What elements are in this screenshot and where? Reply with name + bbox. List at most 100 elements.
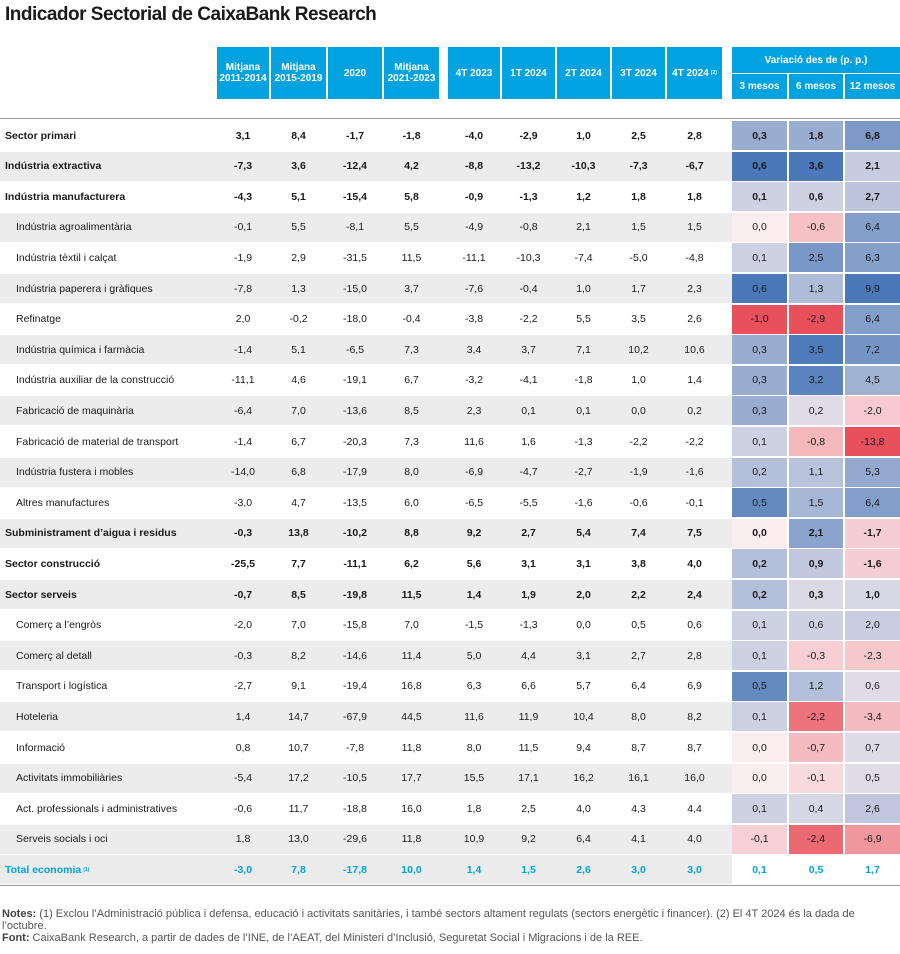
value-cell: -0,8 xyxy=(519,221,538,234)
sector-label-text: Indústria paperera i gràfiques xyxy=(16,282,153,295)
value-cell: 6,0 xyxy=(404,496,419,509)
value-cell: -3,0 xyxy=(233,863,253,876)
table-row: Indústria paperera i gràfiques -7,8 1,3 -15… xyxy=(0,274,732,303)
value-cell: 3,1 xyxy=(521,557,536,570)
value-cell: -11,1 xyxy=(231,374,255,387)
sector-label: Hoteleria xyxy=(16,702,58,731)
variation-cell: -0,6 xyxy=(789,212,843,242)
sector-label-text: Sector serveis xyxy=(5,588,77,601)
value-cell: 8,2 xyxy=(687,710,702,723)
table-row: Fabricació de maquinària -6,4 7,0 -13,6 8,5 2… xyxy=(0,396,732,426)
value-cell: 16,1 xyxy=(628,772,649,785)
value-cell: -1,9 xyxy=(233,251,253,264)
table-row: Indústria auxiliar de la construcció -11,… xyxy=(0,366,732,395)
value-cell: -13,2 xyxy=(516,160,541,173)
variation-cell: -3,4 xyxy=(845,702,900,732)
value-cell: 11,5 xyxy=(518,741,539,754)
variation-cell: 0,6 xyxy=(845,671,900,701)
value-cell: -3,0 xyxy=(233,496,253,509)
value-cell: 15,5 xyxy=(463,772,485,785)
variation-cell: 0,1 xyxy=(732,702,787,732)
value-cell: 17,7 xyxy=(401,772,422,785)
variation-cell: -13,8 xyxy=(845,427,900,456)
value-cell: -4,3 xyxy=(233,190,253,203)
value-cell: 1,4 xyxy=(687,374,702,387)
value-cell: -0,4 xyxy=(519,282,538,295)
value-cell: 6,3 xyxy=(466,680,482,693)
value-cell: 44,5 xyxy=(401,710,422,723)
variation-cell: 6,4 xyxy=(845,488,900,518)
value-cell: -1,9 xyxy=(629,466,648,479)
value-cell: 7,0 xyxy=(291,619,306,632)
sector-label: Comerç al detall xyxy=(16,641,92,670)
variation-cell: 2,5 xyxy=(789,243,843,273)
value-cell: 3,1 xyxy=(235,129,251,142)
sector-label: Indústria paperera i gràfiques xyxy=(16,274,153,303)
value-cell: 0,1 xyxy=(576,404,591,417)
sector-label-text: Hoteleria xyxy=(16,710,59,723)
value-cell: 5,1 xyxy=(291,190,306,203)
table-row: Indústria fustera i mobles -14,0 6,8 -17,9 8… xyxy=(0,457,732,487)
source-label: Font: xyxy=(2,932,30,944)
total-row: Total economia (1) -3,0 7,8 -17,8 10,0 1,4 1,5 2… xyxy=(0,855,732,885)
sector-label-text: Sector construcció xyxy=(5,557,101,570)
value-cell: 0,5 xyxy=(631,619,646,632)
value-cell: 6,9 xyxy=(687,680,702,693)
value-cell: -19,4 xyxy=(343,680,367,693)
sector-label: Sector primari xyxy=(5,121,76,150)
value-cell: 7,3 xyxy=(404,435,419,448)
value-cell: -5,0 xyxy=(629,251,648,264)
variation-cell: 0,1 xyxy=(732,641,787,671)
variation-cell: 0,3 xyxy=(732,121,787,150)
value-cell: 2,3 xyxy=(687,282,702,295)
variation-cell: 6,3 xyxy=(845,243,900,273)
sector-label: Refinatge xyxy=(16,305,61,334)
variation-cell: 1,5 xyxy=(789,488,843,518)
value-cell: -0,6 xyxy=(629,496,648,509)
value-cell: -13,6 xyxy=(343,404,367,417)
sector-label: Fabricació de maquinària xyxy=(16,396,134,425)
value-cell: 17,2 xyxy=(288,772,309,785)
variation-cell: -2,4 xyxy=(789,824,843,854)
source-text: CaixaBank Research, a partir de dades de… xyxy=(29,932,643,944)
value-cell: 11,6 xyxy=(464,710,484,723)
table-row: Indústria agroalimentària -0,1 5,5 -8,1 5,5 -… xyxy=(0,212,732,242)
value-cell: 5,4 xyxy=(576,527,591,540)
value-cell: 9,4 xyxy=(576,741,591,754)
value-cell: 0,8 xyxy=(235,741,251,754)
value-cell: -5,5 xyxy=(519,496,538,509)
value-cell: 3,8 xyxy=(631,557,646,570)
table-row: Act. professionals i administratives -0,6… xyxy=(0,794,732,823)
sector-label-text: Altres manufactures xyxy=(16,496,110,509)
column-header: Mitjana 2011-2014 xyxy=(217,47,269,99)
variation-cell: -0,3 xyxy=(789,641,843,671)
value-cell: 2,0 xyxy=(235,313,251,326)
column-header: 4T 2024 (2) xyxy=(667,47,722,99)
variation-cell: 5,3 xyxy=(845,457,900,487)
value-cell: 8,0 xyxy=(404,466,419,479)
variation-cell: 0,6 xyxy=(732,151,787,181)
value-cell: 7,7 xyxy=(291,557,306,570)
value-cell: 3,7 xyxy=(521,343,536,356)
value-cell: 4,6 xyxy=(291,374,306,387)
value-cell: 7,0 xyxy=(291,404,306,417)
value-cell: 4,7 xyxy=(291,496,306,509)
page-title: Indicador Sectorial de CaixaBank Researc… xyxy=(5,4,377,25)
value-cell: -18,8 xyxy=(343,802,367,815)
sector-label-text: Subministrament d’aigua i residus xyxy=(5,527,177,540)
variation-cell: -0,7 xyxy=(789,733,843,762)
variation-cell: 0,5 xyxy=(845,763,900,793)
value-cell: -6,5 xyxy=(345,343,365,356)
variation-cell: 0,1 xyxy=(732,610,787,640)
variation-cell: -0,1 xyxy=(732,824,787,854)
sector-label: Sector construcció xyxy=(5,549,100,578)
sector-label-text: Refinatge xyxy=(16,313,61,326)
value-cell: 17,1 xyxy=(518,772,539,785)
value-cell: -1,8 xyxy=(574,374,593,387)
column-header-label: Mitjana 2021-2023 xyxy=(387,62,436,84)
value-cell: -4,9 xyxy=(464,221,484,234)
value-cell: 0,0 xyxy=(631,404,646,417)
value-cell: -10,3 xyxy=(571,160,596,173)
column-header-label: 2020 xyxy=(343,67,367,79)
value-cell: -19,1 xyxy=(343,374,367,387)
